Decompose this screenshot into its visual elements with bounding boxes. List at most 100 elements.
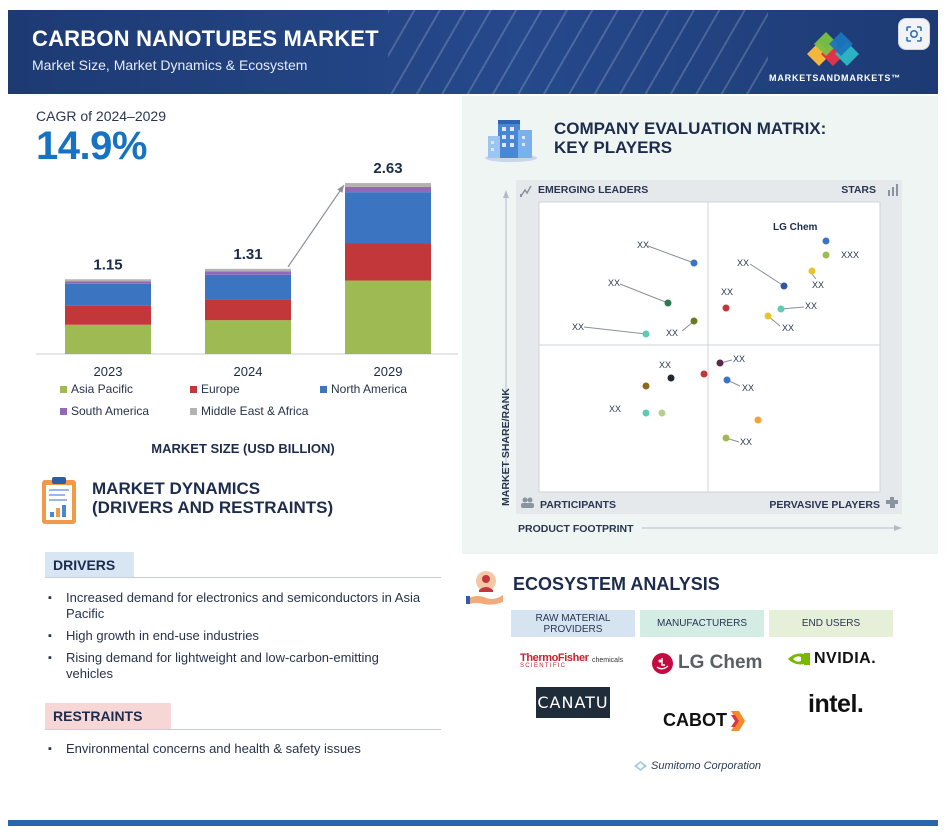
player-label: XXX [841, 250, 859, 260]
thermofisher-logo: ThermoFisher SCIENTIFIC chemicals [520, 652, 623, 670]
nvidia-logo: NVIDIA. [787, 650, 876, 668]
leader-line [681, 321, 694, 332]
bar-segment-south-america [65, 281, 151, 284]
image-search-button[interactable] [898, 18, 930, 50]
player-label: XX [637, 240, 649, 250]
bar-segment-north-america [205, 274, 291, 300]
x-tick-label: 2024 [234, 364, 263, 379]
legend-item: North America [320, 382, 407, 396]
restraint-item: Environmental concerns and health & safe… [48, 741, 428, 757]
legend-label: Asia Pacific [71, 382, 134, 396]
player-label: XX [782, 323, 794, 333]
emerging-leaders-icon [520, 185, 532, 197]
matrix-grid [538, 201, 881, 493]
player-dot [777, 305, 785, 313]
sumitomo-logo: Sumitomo Corporation [634, 760, 761, 772]
player-label: XX [742, 383, 754, 393]
growth-arrowhead [337, 185, 344, 193]
stars-icon [888, 184, 898, 196]
ecosystem-title: ECOSYSTEM ANALYSIS [513, 574, 720, 594]
lg-chem-name: LG Chem [678, 652, 763, 673]
page-title: CARBON NANOTUBES MARKET [32, 26, 379, 51]
marketsandmarkets-text: MARKETSANDMARKETS™ [769, 73, 901, 83]
bar-total-label: 2.63 [373, 160, 402, 177]
page-subtitle: Market Size, Market Dynamics & Ecosystem [32, 57, 308, 73]
legend-label: South America [71, 404, 150, 418]
chart-legend: Asia Pacific Europe North America South Ame… [60, 382, 420, 422]
player-label: XX [572, 322, 584, 332]
lg-face-icon [652, 652, 673, 674]
thermofisher-chemicals: chemicals [592, 657, 624, 664]
bar-segment-europe [65, 305, 151, 325]
player-dot-lg-chem [822, 237, 830, 245]
player-label: XX [805, 301, 817, 311]
restraints-list: Environmental concerns and health & safe… [48, 741, 428, 763]
player-dot [723, 376, 731, 384]
bar-segment-europe [205, 299, 291, 321]
leader-line [619, 283, 669, 304]
player-label: XX [666, 328, 678, 338]
player-label: XX [721, 287, 733, 297]
drivers-divider [45, 577, 441, 578]
legend-item: Europe [190, 382, 240, 396]
cabot-logo: CABOT [663, 710, 745, 731]
player-label-lg-chem: LG Chem [773, 222, 818, 233]
marketsandmarkets-logo: MARKETSANDMARKETS™ [755, 24, 915, 86]
player-dot [642, 330, 650, 338]
x-tick-label: 2023 [94, 364, 123, 379]
matrix-title-line2: KEY PLAYERS [554, 138, 673, 157]
player-dot [642, 409, 650, 417]
bar-segment-middle-east-africa [205, 268, 291, 272]
bar-segment-asia-pacific [65, 324, 151, 354]
dynamics-title: MARKET DYNAMICS (DRIVERS AND RESTRAINTS) [92, 479, 333, 517]
bar-segment-middle-east-africa [65, 279, 151, 282]
player-dot [722, 434, 730, 442]
player-label: XX [740, 437, 752, 447]
cagr-value: 14.9% [36, 124, 147, 168]
legend-swatch [60, 407, 67, 415]
dynamics-title-line2: (DRIVERS AND RESTRAINTS) [92, 498, 334, 517]
player-dot [658, 409, 666, 417]
cabot-chevron-icon [731, 710, 745, 731]
player-dot [716, 359, 724, 367]
market-size-axis-label: MARKET SIZE (USD BILLION) [151, 441, 335, 456]
thermofisher-name: ThermoFisher [520, 652, 589, 664]
legend-item: Middle East & Africa [190, 404, 308, 418]
player-dot [700, 370, 708, 378]
player-dot [808, 267, 816, 275]
leader-line [647, 245, 695, 264]
quadrant-emerging-leaders: EMERGING LEADERS [538, 184, 648, 196]
player-dot [780, 282, 788, 290]
eco-column-manufacturers: MANUFACTURERS [640, 610, 764, 637]
leader-line [749, 263, 785, 287]
bar-total-label: 1.15 [93, 256, 122, 273]
bar-segment-middle-east-africa [345, 183, 431, 187]
canatu-logo: CANATU [536, 687, 610, 718]
thermofisher-scientific: SCIENTIFIC [520, 663, 567, 669]
player-dot [642, 382, 650, 390]
leader-line [780, 306, 805, 310]
quadrant-stars: STARS [841, 184, 876, 196]
player-dot [722, 304, 730, 312]
x-axis-label: PRODUCT FOOTPRINT [518, 523, 634, 535]
sumitomo-name: Sumitomo Corporation [651, 760, 762, 772]
cabot-name: CABOT [663, 710, 727, 730]
leader-line [811, 273, 817, 280]
growth-arrow [287, 184, 345, 268]
bar-segment-south-america [205, 271, 291, 275]
pervasive-players-icon [886, 497, 898, 508]
player-label: XX [609, 404, 621, 414]
matrix-title-line1: COMPANY EVALUATION MATRIX: [554, 119, 827, 138]
eco-column-raw-material: RAW MATERIAL PROVIDERS [511, 610, 635, 637]
footer-bar [8, 820, 938, 826]
intel-logo: intel. [808, 690, 864, 718]
player-dot [667, 374, 675, 382]
driver-item: Rising demand for lightweight and low-ca… [48, 650, 428, 682]
drivers-heading: DRIVERS [45, 552, 134, 578]
legend-label: Middle East & Africa [201, 404, 309, 418]
player-dot [690, 259, 698, 267]
building-icon [482, 112, 540, 164]
header-pattern [388, 10, 768, 94]
cagr-label: CAGR of 2024–2029 [36, 108, 166, 124]
leader-line [583, 326, 647, 335]
